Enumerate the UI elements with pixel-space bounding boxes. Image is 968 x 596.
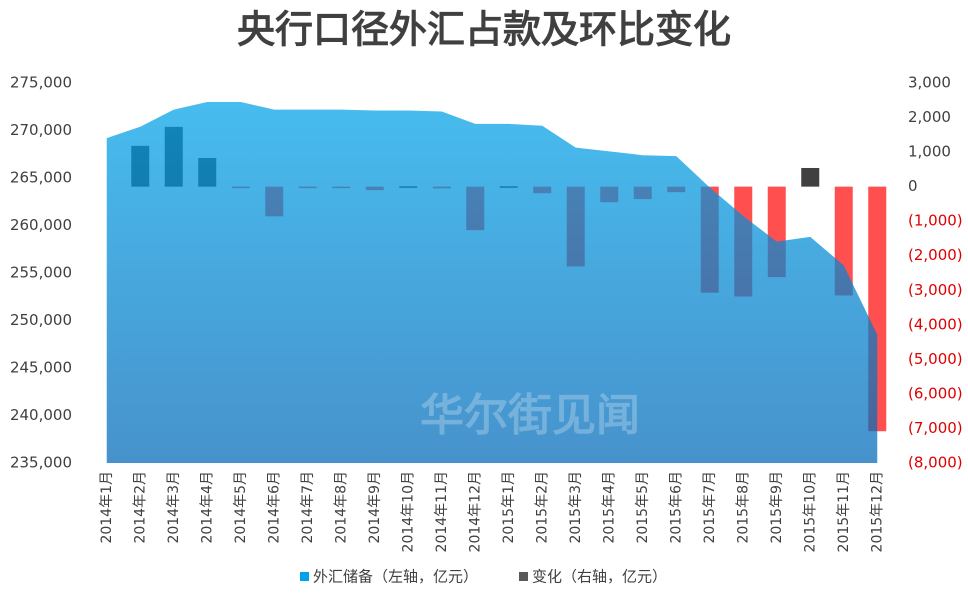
y-tick-label: 270,000	[10, 121, 72, 139]
x-tick-label: 2015年3月	[568, 471, 584, 544]
y2-tick-label: (7,000)	[908, 419, 963, 437]
legend-swatch	[519, 572, 528, 581]
y2-tick-label: (8,000)	[908, 454, 963, 472]
x-tick-label: 2014年4月	[199, 471, 215, 544]
y2-tick-label: (2,000)	[908, 246, 963, 264]
x-tick-label: 2015年5月	[635, 471, 651, 544]
x-tick-label: 2015年8月	[735, 471, 751, 544]
y-tick-label: 255,000	[10, 264, 72, 282]
legend-label: 外汇储备（左轴，亿元）	[313, 568, 478, 586]
y2-tick-label: 0	[908, 177, 918, 195]
x-tick-label: 2014年5月	[233, 471, 249, 544]
area	[106, 102, 878, 463]
y2-tick-label: 2,000	[908, 108, 951, 126]
watermark: 华尔街见闻	[420, 390, 640, 441]
y2-tick-label: 3,000	[908, 74, 951, 92]
x-tick-label: 2014年6月	[266, 471, 282, 544]
x-tick-label: 2014年9月	[367, 471, 383, 544]
x-tick-label: 2015年2月	[534, 471, 550, 544]
y-tick-label: 235,000	[10, 454, 72, 472]
legend-swatch	[300, 572, 309, 581]
y2-tick-label: (1,000)	[908, 212, 963, 230]
y2-tick-label: (5,000)	[908, 350, 963, 368]
x-tick-label: 2015年7月	[702, 471, 718, 544]
x-tick-label: 2015年9月	[769, 471, 785, 544]
x-tick-label: 2014年8月	[333, 471, 349, 544]
x-tick-label: 2015年4月	[601, 471, 617, 544]
x-tick-label: 2015年6月	[668, 471, 684, 544]
x-tick-label: 2015年11月	[836, 471, 852, 552]
y-tick-label: 240,000	[10, 406, 72, 424]
y-tick-label: 245,000	[10, 359, 72, 377]
x-tick-label: 2015年1月	[501, 471, 517, 544]
x-tick-label: 2014年11月	[434, 471, 450, 552]
y2-tick-label: (3,000)	[908, 281, 963, 299]
y-tick-label: 250,000	[10, 311, 72, 329]
bar	[801, 167, 820, 187]
y2-tick-label: 1,000	[908, 143, 951, 161]
x-tick-label: 2015年10月	[802, 471, 818, 552]
x-tick-label: 2014年2月	[132, 471, 148, 544]
x-tick-label: 2014年12月	[467, 471, 483, 552]
x-tick-label: 2014年7月	[300, 471, 316, 544]
x-tick-label: 2014年10月	[400, 471, 416, 552]
y2-tick-label: (6,000)	[908, 384, 963, 402]
x-tick-label: 2014年1月	[99, 471, 115, 544]
y-tick-label: 275,000	[10, 74, 72, 92]
chart-title: 央行口径外汇占款及环比变化	[237, 8, 731, 52]
x-tick-label: 2014年3月	[166, 471, 182, 544]
x-tick-label: 2015年12月	[869, 471, 885, 552]
y-tick-label: 265,000	[10, 169, 72, 187]
y-tick-label: 260,000	[10, 216, 72, 234]
legend-label: 变化（右轴，亿元）	[532, 568, 667, 586]
y2-tick-label: (4,000)	[908, 315, 963, 333]
